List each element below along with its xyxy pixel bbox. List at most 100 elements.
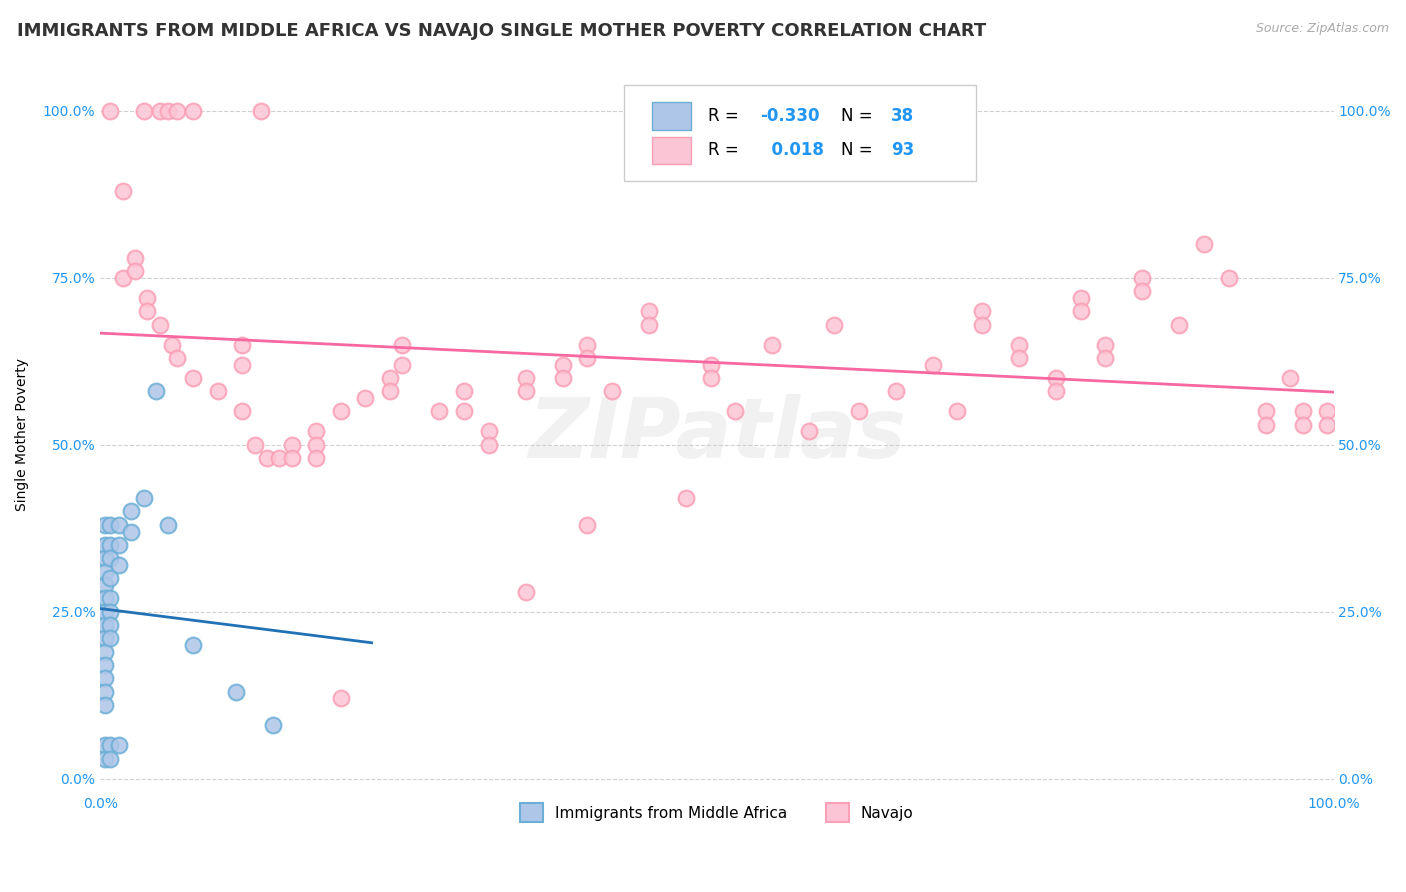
Point (1045, 384, 1067, 399)
Text: R =: R = (709, 141, 744, 160)
Point (1254, 404, 1277, 418)
Point (761, 337, 783, 351)
Point (94, 632, 117, 646)
Point (1132, 284, 1154, 298)
Y-axis label: Single Mother Poverty: Single Mother Poverty (15, 359, 30, 511)
Point (160, 337, 183, 351)
Point (478, 425, 501, 439)
Point (1218, 270, 1240, 285)
Point (98, 618, 121, 632)
Point (1316, 417, 1339, 432)
Point (453, 384, 475, 399)
Point (132, 491, 155, 505)
Text: R =: R = (709, 107, 744, 125)
Point (132, 103, 155, 118)
Point (478, 438, 501, 452)
Point (1316, 404, 1339, 418)
Point (124, 251, 146, 265)
Point (576, 337, 599, 351)
Point (1132, 270, 1154, 285)
Point (145, 384, 167, 399)
Point (166, 351, 188, 365)
Point (94, 685, 117, 699)
Point (576, 351, 599, 365)
Text: -0.330: -0.330 (761, 107, 820, 125)
Point (1045, 371, 1067, 385)
Point (305, 451, 328, 466)
Point (94, 698, 117, 713)
Point (884, 384, 907, 399)
Point (1254, 417, 1277, 432)
Point (551, 371, 574, 385)
Point (1292, 404, 1315, 418)
Point (1008, 351, 1031, 365)
Point (305, 425, 328, 439)
Point (269, 451, 291, 466)
Point (98, 632, 121, 646)
Point (94, 591, 117, 606)
Point (600, 384, 623, 399)
Text: 38: 38 (891, 107, 914, 125)
Point (94, 618, 117, 632)
Point (1192, 237, 1215, 252)
Text: IMMIGRANTS FROM MIDDLE AFRICA VS NAVAJO SINGLE MOTHER POVERTY CORRELATION CHART: IMMIGRANTS FROM MIDDLE AFRICA VS NAVAJO … (17, 22, 986, 40)
Point (970, 318, 993, 332)
Point (675, 491, 697, 505)
Text: Source: ZipAtlas.com: Source: ZipAtlas.com (1256, 22, 1389, 36)
FancyBboxPatch shape (624, 85, 976, 181)
Point (231, 337, 253, 351)
Point (94, 538, 117, 552)
Point (970, 304, 993, 318)
Text: 93: 93 (891, 141, 914, 160)
Point (124, 264, 146, 278)
Point (166, 103, 188, 118)
Point (576, 517, 599, 532)
Text: ZIPatlas: ZIPatlas (529, 394, 905, 475)
FancyBboxPatch shape (651, 103, 690, 129)
Point (280, 438, 302, 452)
Point (921, 358, 943, 372)
Point (946, 404, 969, 418)
Point (120, 504, 142, 518)
Point (848, 404, 870, 418)
Point (98, 538, 121, 552)
Point (108, 517, 131, 532)
Point (638, 304, 661, 318)
Point (305, 438, 328, 452)
Point (94, 645, 117, 659)
Point (453, 404, 475, 418)
Point (724, 404, 747, 418)
Point (429, 404, 451, 418)
Point (157, 517, 180, 532)
Point (94, 672, 117, 686)
Point (98, 571, 121, 585)
Point (98, 551, 121, 566)
Point (1008, 337, 1031, 351)
Point (136, 304, 159, 318)
Point (638, 318, 661, 332)
Point (823, 318, 845, 332)
Point (181, 103, 204, 118)
Point (515, 384, 537, 399)
Point (94, 605, 117, 619)
Point (98, 591, 121, 606)
Point (111, 270, 134, 285)
Point (94, 551, 117, 566)
Point (243, 438, 266, 452)
Point (1168, 318, 1191, 332)
Point (108, 538, 131, 552)
Point (354, 391, 377, 405)
Point (329, 691, 352, 706)
Point (225, 685, 247, 699)
Point (94, 658, 117, 673)
Point (207, 384, 229, 399)
Text: N =: N = (842, 141, 879, 160)
Point (700, 358, 723, 372)
Point (280, 451, 302, 466)
Point (256, 451, 278, 466)
Point (391, 337, 413, 351)
Point (1070, 304, 1092, 318)
Point (391, 358, 413, 372)
Point (329, 404, 352, 418)
Legend: Immigrants from Middle Africa, Navajo: Immigrants from Middle Africa, Navajo (508, 791, 927, 834)
